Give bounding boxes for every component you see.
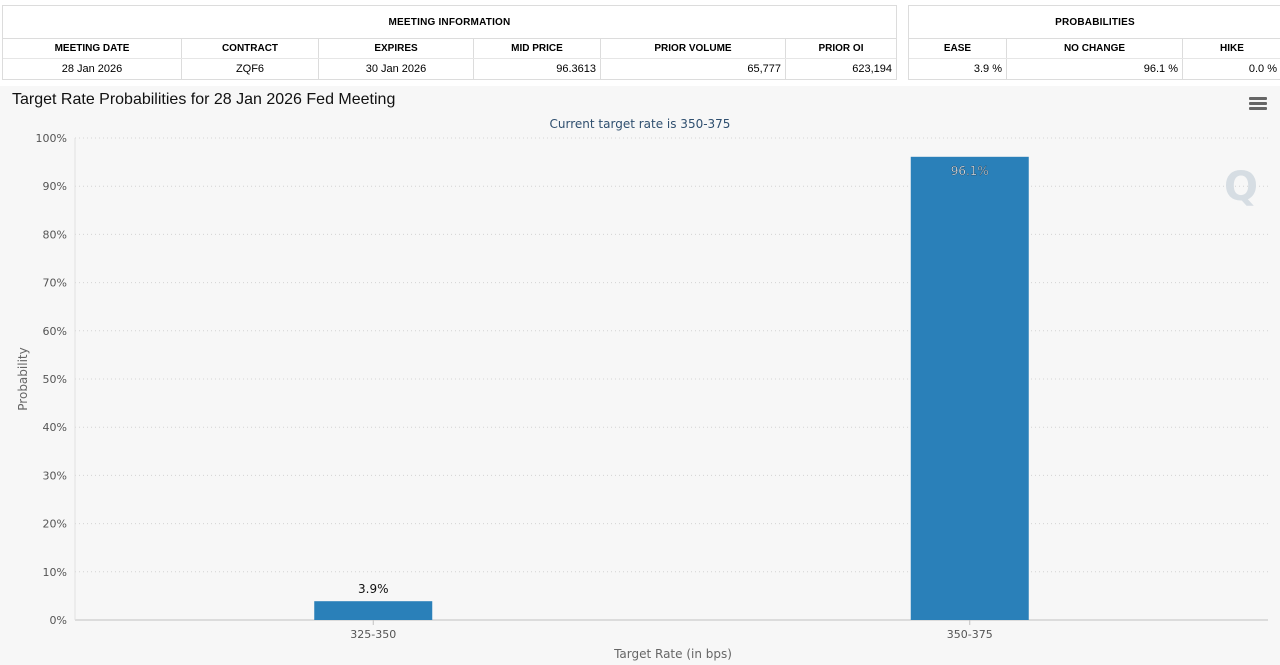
x-tick-label: 350-375 — [947, 628, 993, 641]
probabilities-row: 3.9 % 96.1 % 0.0 % — [909, 59, 1280, 79]
y-tick-label: 50% — [43, 373, 67, 386]
y-tick-label: 60% — [43, 325, 67, 338]
probabilities-table: PROBABILITIES EASE NO CHANGE HIKE 3.9 % … — [908, 5, 1280, 80]
y-tick-label: 10% — [43, 566, 67, 579]
y-tick-label: 30% — [43, 469, 67, 482]
bar-325-350[interactable] — [314, 601, 433, 620]
col-mid-price: MID PRICE — [474, 39, 601, 58]
y-tick-label: 20% — [43, 518, 67, 531]
no-change-value: 96.1 % — [1007, 59, 1183, 79]
y-axis-title: Probability — [16, 347, 30, 410]
x-axis-title: Target Rate (in bps) — [613, 647, 732, 661]
hike-value: 0.0 % — [1248, 63, 1277, 75]
chart-menu-icon[interactable] — [1249, 97, 1267, 111]
col-expires: EXPIRES — [319, 39, 474, 58]
col-ease: EASE — [909, 39, 1007, 58]
probabilities-column-headers: EASE NO CHANGE HIKE — [909, 39, 1280, 59]
y-tick-label: 90% — [43, 180, 67, 193]
meeting-date-value: 28 Jan 2026 — [3, 59, 182, 79]
contract-value: ZQF6 — [182, 59, 319, 79]
chart-title: Target Rate Probabilities for 28 Jan 202… — [12, 91, 396, 108]
meeting-information-header: MEETING INFORMATION — [3, 6, 896, 39]
col-meeting-date: MEETING DATE — [3, 39, 182, 58]
col-prior-oi: PRIOR OI — [818, 43, 864, 54]
mid-price-value: 96.3613 — [474, 59, 601, 79]
y-tick-label: 80% — [43, 228, 67, 241]
prior-oi-value: 623,194 — [852, 63, 892, 75]
col-no-change: NO CHANGE — [1007, 39, 1183, 58]
chart-subtitle: Current target rate is 350-375 — [550, 117, 731, 131]
col-contract: CONTRACT — [182, 39, 319, 58]
expires-value: 30 Jan 2026 — [319, 59, 474, 79]
meeting-information-table: MEETING INFORMATION MEETING DATE CONTRAC… — [2, 5, 897, 80]
data-label: 96.1% — [951, 164, 989, 178]
y-tick-label: 40% — [43, 421, 67, 434]
col-hike: HIKE — [1220, 43, 1244, 54]
prior-volume-value: 65,777 — [601, 59, 786, 79]
y-tick-label: 100% — [36, 132, 67, 145]
y-tick-label: 70% — [43, 277, 67, 290]
meeting-info-column-headers: MEETING DATE CONTRACT EXPIRES MID PRICE … — [3, 39, 896, 59]
data-label: 3.9% — [358, 582, 389, 596]
ease-value: 3.9 % — [909, 59, 1007, 79]
chart-container: 0% 10% 20% 30% 40% 50% 60% 70% 80% 90% 100% 325-350… — [0, 86, 1280, 665]
meeting-info-row: 28 Jan 2026 ZQF6 30 Jan 2026 96.3613 65,… — [3, 59, 896, 79]
col-prior-volume: PRIOR VOLUME — [601, 39, 786, 58]
y-tick-label: 0% — [50, 614, 67, 627]
probabilities-header: PROBABILITIES — [909, 6, 1280, 39]
watermark-logo: Q — [1224, 164, 1258, 210]
bar-chart: 0% 10% 20% 30% 40% 50% 60% 70% 80% 90% 100% 325-350… — [16, 117, 1268, 661]
x-tick-label: 325-350 — [350, 628, 396, 641]
bar-350-375[interactable] — [910, 156, 1029, 620]
